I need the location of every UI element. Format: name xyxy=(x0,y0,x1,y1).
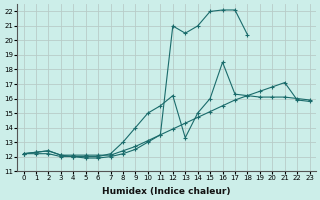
X-axis label: Humidex (Indice chaleur): Humidex (Indice chaleur) xyxy=(102,187,231,196)
